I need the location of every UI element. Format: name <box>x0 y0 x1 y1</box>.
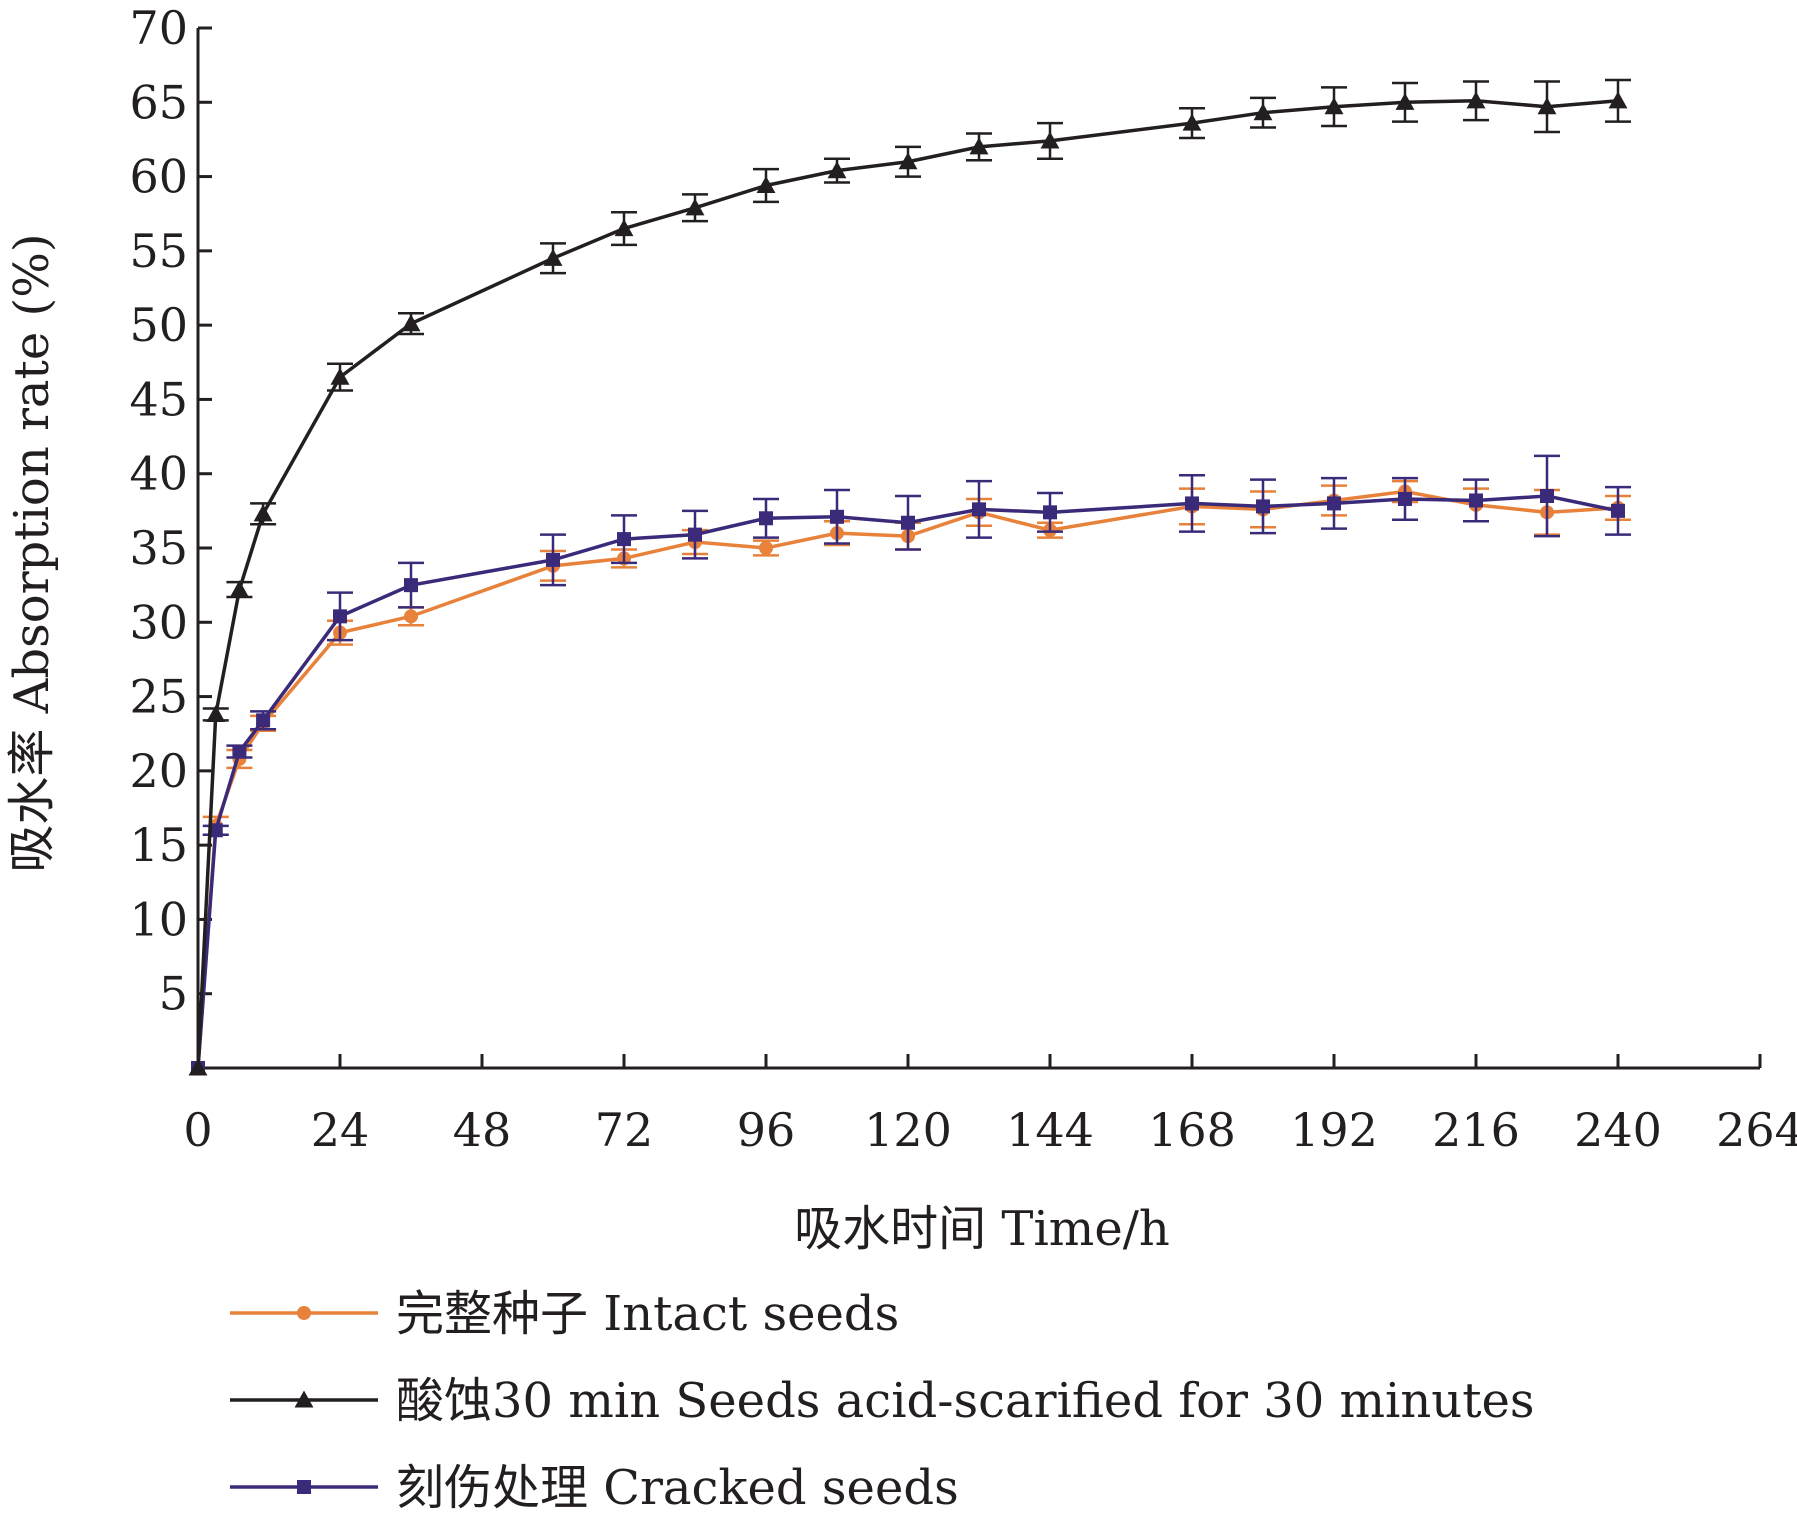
y-tick-label: 5 <box>159 967 188 1021</box>
data-point <box>543 248 563 266</box>
data-point <box>969 137 989 155</box>
data-point <box>404 609 418 624</box>
y-tick-label: 35 <box>129 521 188 575</box>
x-tick-label: 240 <box>1574 1103 1662 1157</box>
data-point <box>759 511 773 526</box>
y-tick-label: 55 <box>129 224 188 278</box>
data-point <box>688 527 702 542</box>
y-axis-ticks: 5 10 15 20 25 30 35 40 45 50 55 60 65 70 <box>129 1 212 1021</box>
y-tick-label: 30 <box>129 595 188 649</box>
y-tick-label: 15 <box>129 818 188 872</box>
data-point <box>1182 113 1202 131</box>
data-point <box>1608 91 1628 109</box>
data-point <box>1327 496 1341 511</box>
data-point <box>333 609 347 624</box>
series-layer <box>188 78 1631 1076</box>
legend-item: 刻伤处理 Cracked seeds <box>230 1460 959 1516</box>
data-point <box>1043 505 1057 520</box>
data-point <box>404 578 418 593</box>
x-tick-label: 192 <box>1290 1103 1378 1157</box>
data-point <box>898 152 918 170</box>
y-tick-label: 45 <box>129 372 188 426</box>
series-triangle <box>188 78 1631 1076</box>
data-point <box>1469 493 1483 508</box>
x-tick-label: 168 <box>1148 1103 1236 1157</box>
data-point <box>1256 499 1270 514</box>
data-point <box>1466 91 1486 109</box>
legend: 完整种子 Intact seeds 酸蚀30 min Seeds acid-sca… <box>230 1286 1535 1516</box>
y-tick-label: 70 <box>129 1 188 55</box>
data-point <box>617 532 631 547</box>
data-point <box>401 314 421 332</box>
x-tick-label: 0 <box>183 1103 212 1157</box>
data-point <box>830 509 844 524</box>
data-point <box>208 823 223 838</box>
data-point <box>1540 489 1554 503</box>
data-point <box>827 161 847 179</box>
data-point <box>756 176 776 194</box>
series-circle <box>191 479 1631 1075</box>
data-point <box>1253 103 1273 121</box>
data-point <box>330 367 350 385</box>
y-tick-label: 60 <box>129 150 188 204</box>
legend-item: 酸蚀30 min Seeds acid-scarified for 30 min… <box>230 1373 1535 1429</box>
x-tick-label: 264 <box>1716 1103 1797 1157</box>
data-point <box>1395 92 1415 110</box>
x-tick-label: 216 <box>1432 1103 1520 1157</box>
data-point <box>1537 97 1557 115</box>
data-point <box>546 552 560 567</box>
axes <box>196 28 1760 1070</box>
y-tick-label: 10 <box>129 892 188 946</box>
data-point <box>232 744 247 759</box>
data-point <box>685 198 705 216</box>
data-point <box>614 219 634 237</box>
y-tick-label: 65 <box>129 75 188 129</box>
x-tick-label: 48 <box>453 1103 512 1157</box>
x-tick-label: 96 <box>737 1103 796 1157</box>
data-point <box>1040 131 1060 149</box>
legend-marker <box>297 1480 311 1494</box>
y-tick-label: 40 <box>129 447 188 501</box>
legend-label: 酸蚀30 min Seeds acid-scarified for 30 min… <box>396 1373 1535 1429</box>
data-point <box>972 502 986 517</box>
data-point <box>1324 97 1344 115</box>
data-point <box>253 504 273 522</box>
data-point <box>759 541 773 555</box>
x-tick-label: 72 <box>595 1103 654 1157</box>
data-point <box>1611 503 1625 518</box>
y-tick-label: 25 <box>129 670 188 724</box>
x-tick-label: 24 <box>311 1103 370 1157</box>
data-point <box>206 704 226 722</box>
y-tick-label: 50 <box>129 298 188 352</box>
legend-marker <box>294 1390 314 1408</box>
x-tick-label: 144 <box>1006 1103 1094 1157</box>
legend-marker <box>297 1306 311 1320</box>
data-point <box>256 713 271 728</box>
legend-item: 完整种子 Intact seeds <box>230 1286 899 1342</box>
data-point <box>901 515 915 530</box>
x-axis-label: 吸水时间 Time/h <box>794 1201 1170 1257</box>
y-axis-label: 吸水率 Absorption rate (%) <box>4 233 60 872</box>
series-square <box>191 454 1631 1075</box>
legend-label: 完整种子 Intact seeds <box>396 1286 899 1342</box>
x-axis-ticks: 0 24 48 72 96 120 144 168 192 216 240 264 <box>183 1054 1797 1157</box>
y-tick-label: 20 <box>129 744 188 798</box>
legend-label: 刻伤处理 Cracked seeds <box>396 1460 959 1516</box>
x-tick-label: 120 <box>864 1103 952 1157</box>
data-point <box>1185 496 1199 511</box>
data-point <box>229 580 249 598</box>
data-point <box>188 1058 208 1076</box>
data-point <box>1398 491 1412 506</box>
